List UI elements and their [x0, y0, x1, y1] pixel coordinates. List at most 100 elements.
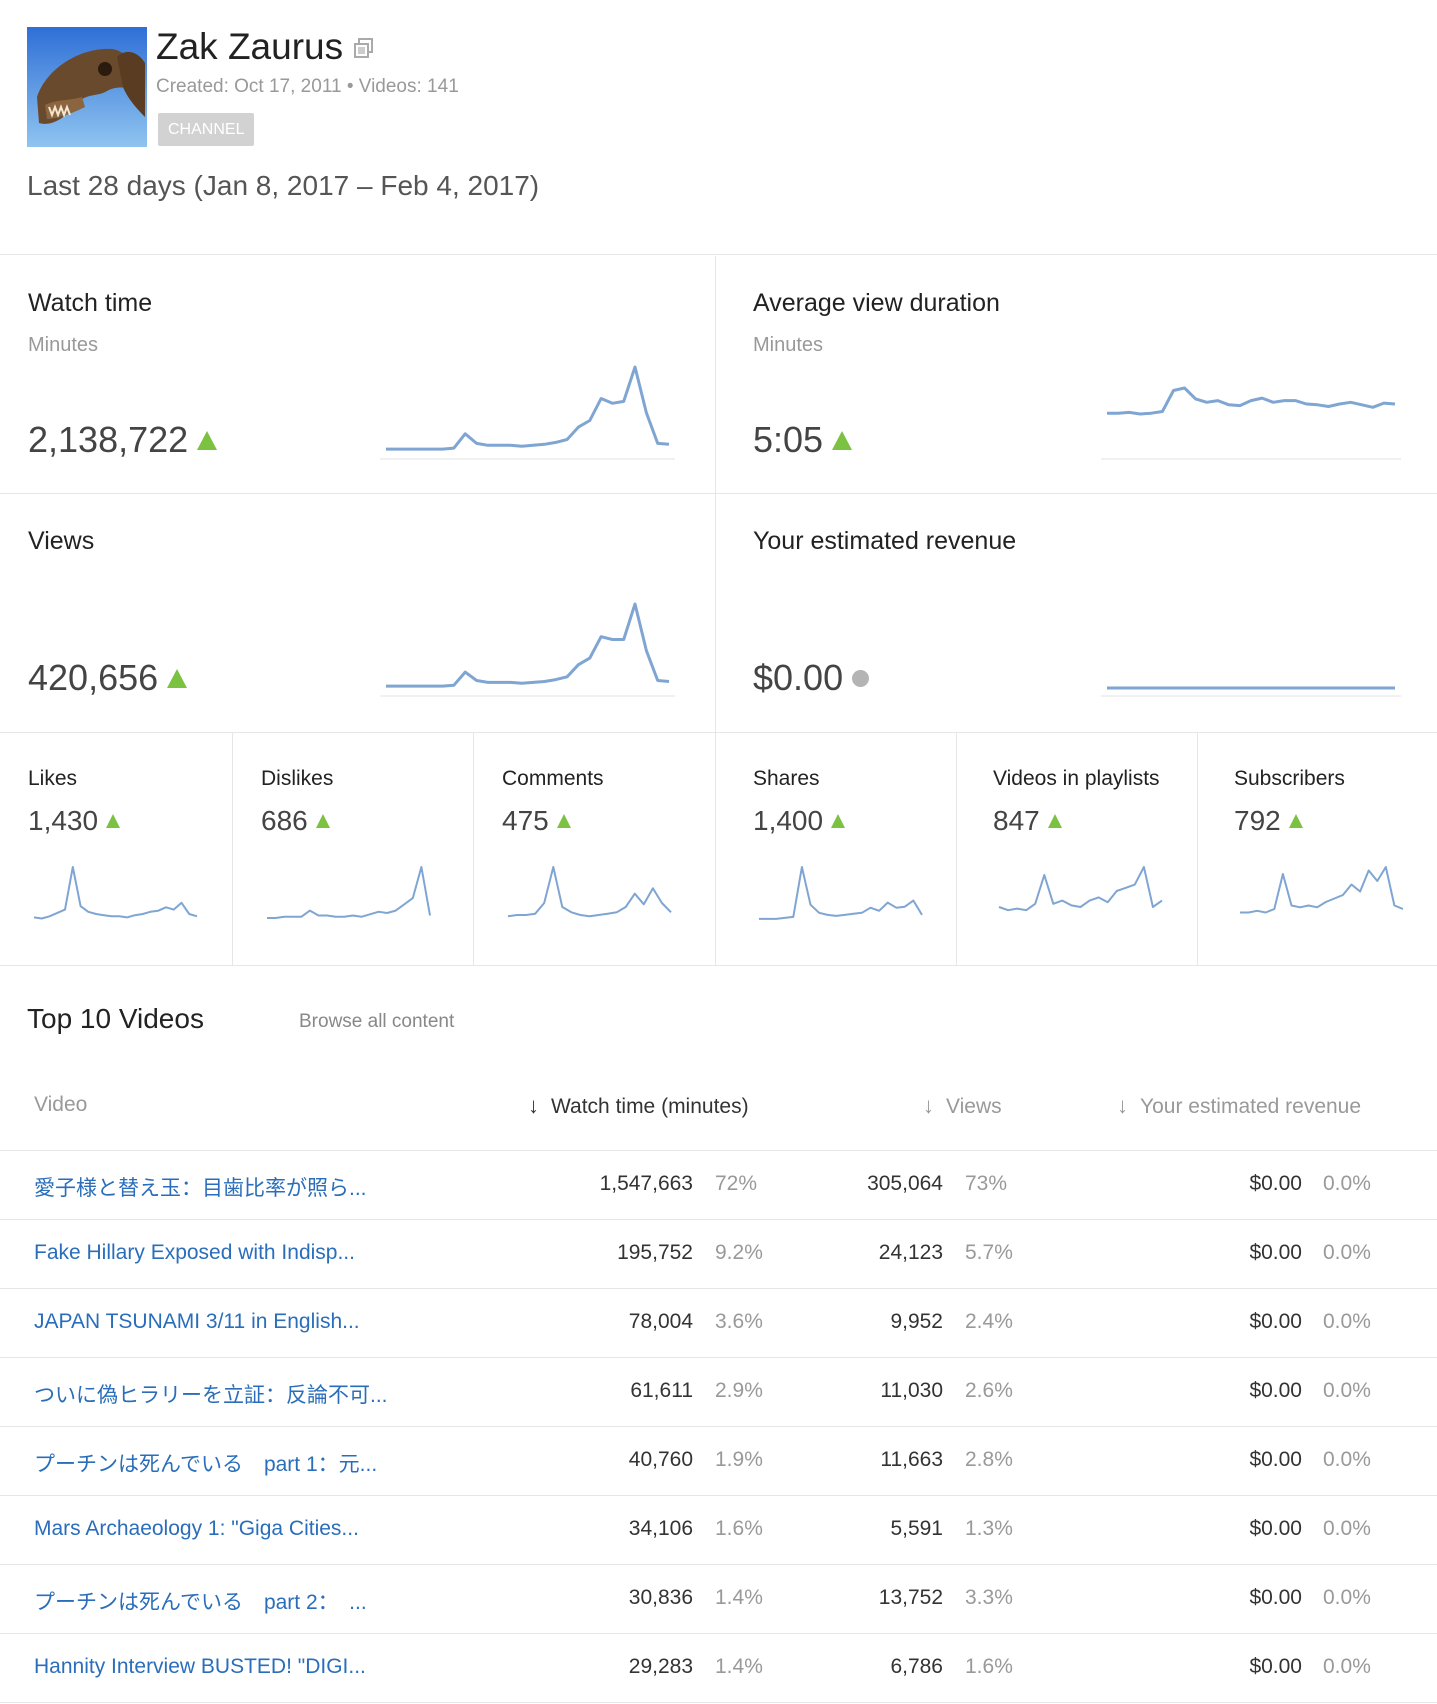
revenue-cell: $0.00 — [1249, 1517, 1302, 1540]
trend-up-icon — [315, 814, 330, 828]
channel-avatar[interactable] — [27, 27, 147, 147]
watch-time-cell: 1,547,663 — [599, 1172, 693, 1195]
comments-tile[interactable]: Comments 475 — [474, 733, 716, 966]
column-header-views[interactable]: ↓ Views — [923, 1093, 1002, 1119]
channel-badge: CHANNEL — [158, 113, 255, 146]
card-title: Your estimated revenue — [753, 527, 1017, 555]
views-percent-cell: 1.3% — [965, 1517, 1013, 1540]
views-cell: 11,663 — [880, 1448, 943, 1471]
column-header-watch-time[interactable]: ↓ Watch time (minutes) — [528, 1093, 749, 1119]
revenue-card[interactable]: Your estimated revenue $0.00 — [716, 494, 1437, 733]
table-row[interactable]: Mars Archaeology 1: "Giga Cities... 34,10… — [0, 1496, 1437, 1565]
watch-time-percent-cell: 3.6% — [715, 1310, 763, 1333]
watch-time-percent-cell: 72% — [715, 1172, 758, 1195]
sparkline-series — [998, 866, 1163, 912]
table-row[interactable]: プーチンは死んでいる part 1：元... 40,760 1.9% 11,663 2.… — [0, 1427, 1437, 1496]
views-cell: 11,030 — [880, 1379, 943, 1402]
card-title: Views — [28, 527, 95, 555]
external-link-icon[interactable] — [352, 36, 376, 60]
watch-time-cell: 61,611 — [630, 1379, 693, 1402]
card-title: Watch time — [28, 289, 153, 317]
browse-all-content-link[interactable]: Browse all content — [299, 1011, 455, 1032]
date-range[interactable]: Last 28 days (Jan 8, 2017 – Feb 4, 2017) — [27, 170, 540, 201]
tile-title: Videos in playlists — [993, 767, 1160, 790]
revenue-percent-cell: 0.0% — [1323, 1310, 1371, 1333]
sort-down-arrow-icon: ↓ — [528, 1093, 539, 1118]
shares-tile[interactable]: Shares 1,400 — [716, 733, 957, 966]
tile-title: Likes — [28, 767, 78, 790]
video-title-link[interactable]: プーチンは死んでいる part 1：元... — [34, 1453, 378, 1476]
video-title-link[interactable]: 愛子様と替え玉：目歯比率が照ら... — [34, 1177, 367, 1200]
table-row[interactable]: 愛子様と替え玉：目歯比率が照ら... 1,547,663 72% 305,064 73%… — [0, 1151, 1437, 1220]
table-row[interactable]: プーチンは死んでいる part 2： ... 30,836 1.4% 13,752 3.… — [0, 1565, 1437, 1634]
revenue-cell: $0.00 — [1249, 1241, 1302, 1264]
likes-tile[interactable]: Likes 1,430 — [0, 733, 233, 966]
sparkline-series — [386, 365, 670, 451]
sparkline-series — [267, 866, 431, 919]
tile-value: 686 — [261, 805, 330, 837]
watch-time-percent-cell: 1.4% — [715, 1655, 763, 1678]
dislikes-tile[interactable]: Dislikes 686 — [233, 733, 474, 966]
subscribers-tile[interactable]: Subscribers 792 — [1198, 733, 1437, 966]
likes-sparkline — [33, 866, 198, 920]
video-title-link[interactable]: JAPAN TSUNAMI 3/11 in English... — [34, 1310, 360, 1333]
tile-title: Shares — [753, 767, 820, 790]
revenue-percent-cell: 0.0% — [1323, 1172, 1371, 1195]
video-title-link[interactable]: Mars Archaeology 1: "Giga Cities... — [34, 1517, 359, 1540]
channel-name[interactable]: Zak Zaurus — [156, 26, 344, 67]
card-value: 2,138,722 — [28, 419, 218, 461]
trend-up-icon — [1288, 814, 1303, 828]
revenue-percent-cell: 0.0% — [1323, 1586, 1371, 1609]
revenue-cell: $0.00 — [1249, 1448, 1302, 1471]
table-row[interactable]: Fake Hillary Exposed with Indisp... 195,7… — [0, 1220, 1437, 1289]
dislikes-sparkline — [267, 866, 431, 919]
watch-time-cell: 78,004 — [628, 1310, 693, 1333]
sort-down-arrow-icon: ↓ — [1117, 1093, 1128, 1118]
top-videos-title: Top 10 Videos — [27, 1003, 204, 1034]
views-sparkline — [380, 602, 675, 697]
trend-up-icon — [556, 814, 571, 828]
watch-time-cell: 34,106 — [628, 1517, 693, 1540]
table-row[interactable]: ついに偽ヒラリーを立証：反論不可... 61,611 2.9% 11,030 2.6% $… — [0, 1358, 1437, 1427]
trend-up-icon — [167, 668, 188, 688]
video-title-link[interactable]: Fake Hillary Exposed with Indisp... — [34, 1241, 355, 1264]
video-title-link[interactable]: ついに偽ヒラリーを立証：反論不可... — [34, 1384, 388, 1407]
watch-time-cell: 29,283 — [628, 1655, 693, 1678]
sparkline-series — [759, 866, 923, 920]
trend-up-icon — [197, 430, 218, 450]
watch-time-card[interactable]: Watch time Minutes 2,138,722 — [0, 256, 716, 494]
trend-up-icon — [1047, 814, 1062, 828]
videos-in-playlists-tile[interactable]: Videos in playlists 847 — [957, 733, 1198, 966]
tile-title: Dislikes — [261, 767, 334, 790]
sparkline-series — [1107, 386, 1396, 416]
subscribers-sparkline — [1240, 866, 1404, 914]
table-row[interactable]: JAPAN TSUNAMI 3/11 in English... 78,004 3.… — [0, 1289, 1437, 1358]
channel-header: Zak Zaurus Created: Oct 17, 2011 • Video… — [0, 0, 1437, 255]
shares-value: 1,400 — [753, 805, 824, 836]
shares-sparkline — [759, 866, 923, 920]
views-percent-cell: 2.6% — [965, 1379, 1013, 1402]
table-row[interactable]: Hannity Interview BUSTED! "DIGI... 29,283… — [0, 1634, 1437, 1703]
views-percent-cell: 2.8% — [965, 1448, 1013, 1471]
column-header-revenue[interactable]: ↓ Your estimated revenue — [1117, 1093, 1361, 1119]
column-label: Watch time (minutes) — [551, 1095, 749, 1118]
avg-duration-sparkline — [1101, 386, 1401, 460]
likes-value: 1,430 — [28, 805, 99, 836]
table-divider — [0, 1150, 1437, 1151]
views-card[interactable]: Views 420,656 — [0, 494, 716, 733]
video-title-link[interactable]: プーチンは死んでいる part 2： ... — [34, 1591, 367, 1614]
watch-time-value: 2,138,722 — [28, 419, 189, 460]
tile-value: 1,430 — [28, 805, 121, 837]
tile-value: 792 — [1234, 805, 1303, 837]
tile-value: 475 — [502, 805, 571, 837]
avg-view-duration-card[interactable]: Average view duration Minutes 5:05 — [716, 256, 1437, 494]
views-cell: 6,786 — [890, 1655, 943, 1678]
watch-time-percent-cell: 9.2% — [715, 1241, 763, 1264]
trend-up-icon — [106, 814, 121, 828]
views-percent-cell: 2.4% — [965, 1310, 1013, 1333]
sparkline-series — [386, 602, 670, 688]
video-title-link[interactable]: Hannity Interview BUSTED! "DIGI... — [34, 1655, 366, 1678]
revenue-cell: $0.00 — [1249, 1586, 1302, 1609]
avg-duration-value: 5:05 — [753, 419, 824, 460]
card-title: Average view duration — [753, 289, 1000, 317]
